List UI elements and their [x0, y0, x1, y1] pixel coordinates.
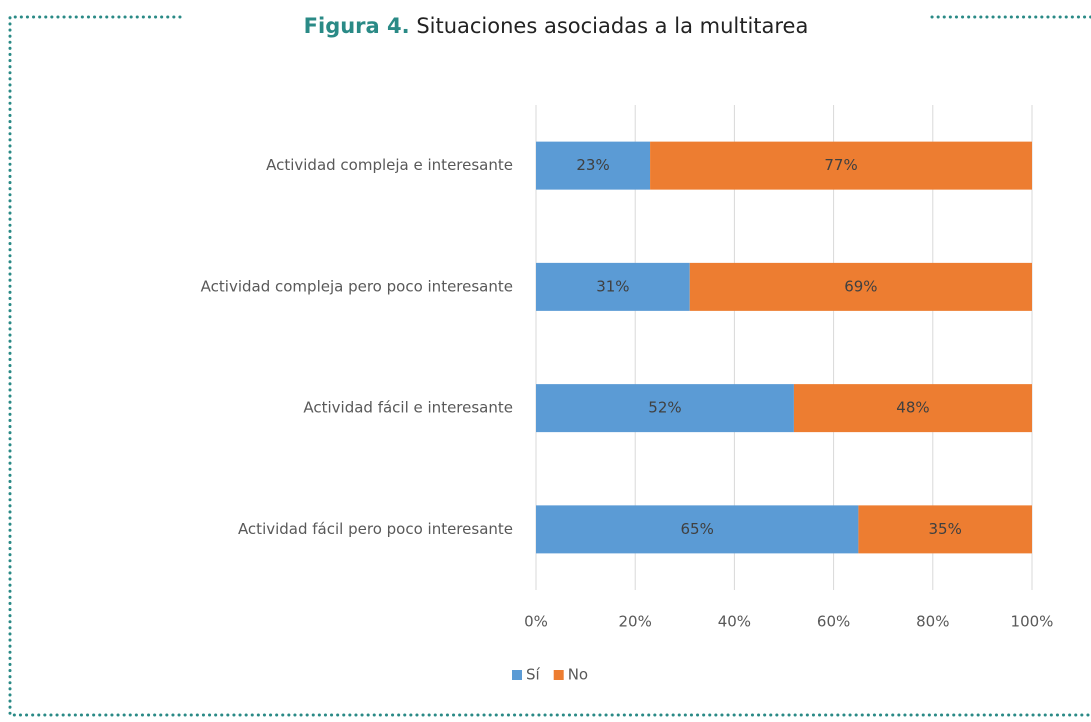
legend-label: No: [568, 666, 588, 684]
value-label: 69%: [844, 277, 877, 295]
value-label: 65%: [681, 520, 714, 538]
bar: [536, 384, 794, 433]
bar: [793, 384, 1032, 433]
legend-swatch: [553, 670, 564, 680]
legend-swatch: [512, 670, 522, 680]
value-label: 31%: [596, 277, 629, 295]
chart-title: Figura 4. Situaciones asociadas a la mul…: [304, 14, 809, 38]
legend-label: Sí: [526, 666, 541, 684]
bar: [858, 505, 1032, 554]
x-tick-label: 80%: [916, 613, 949, 631]
bar: [689, 262, 1032, 311]
x-tick-label: 0%: [524, 613, 548, 631]
value-label: 77%: [824, 156, 857, 174]
bar: [536, 141, 651, 190]
value-label: 23%: [576, 156, 609, 174]
y-tick-label: Actividad fácil e interesante: [303, 399, 513, 417]
figure-label: Figura 4.: [304, 14, 410, 38]
x-tick-label: 40%: [718, 613, 751, 631]
frame: [8, 15, 1091, 717]
title-text: Situaciones asociadas a la multitarea: [416, 14, 808, 38]
bar: [650, 141, 1032, 190]
bar: [536, 505, 859, 554]
y-tick-label: Actividad compleja e interesante: [266, 156, 513, 174]
x-tick-label: 20%: [619, 613, 652, 631]
y-tick-label: Actividad compleja pero poco interesante: [201, 277, 513, 295]
y-tick-label: Actividad fácil pero poco interesante: [238, 520, 513, 538]
x-tick-label: 100%: [1011, 613, 1054, 631]
value-label: 48%: [896, 399, 929, 417]
value-label: 35%: [929, 520, 962, 538]
x-tick-label: 60%: [817, 613, 850, 631]
value-label: 52%: [648, 399, 681, 417]
bar: [536, 262, 690, 311]
